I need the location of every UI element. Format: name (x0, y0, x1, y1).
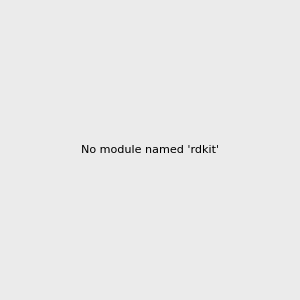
Text: No module named 'rdkit': No module named 'rdkit' (81, 145, 219, 155)
